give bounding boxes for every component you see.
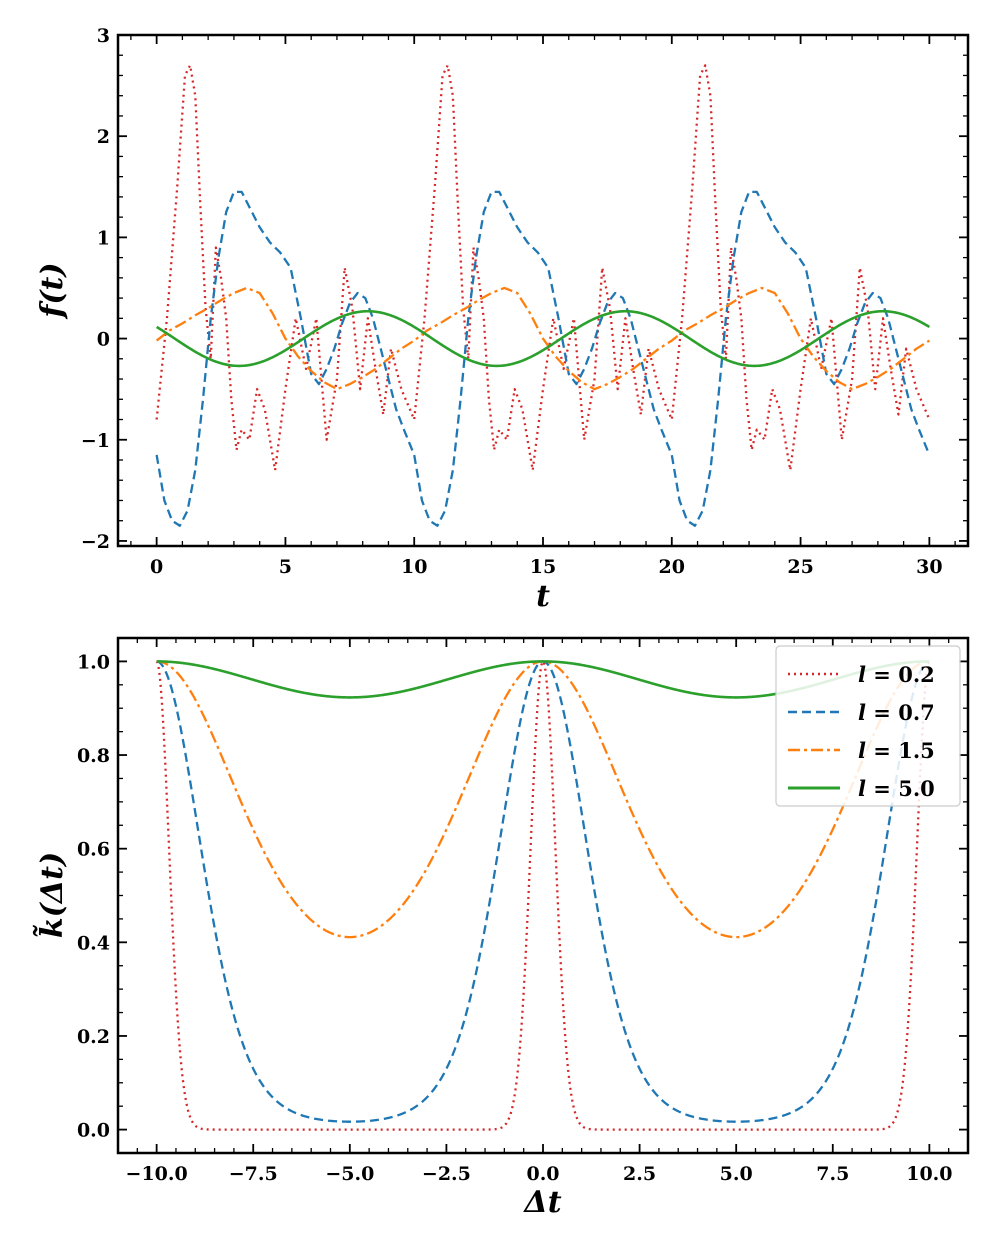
bottom-plot-frame	[116, 636, 970, 1155]
legend-var: l	[858, 776, 866, 801]
x-tick-label: 25	[787, 556, 813, 578]
top-plot-frame	[116, 33, 970, 548]
legend-value: 1.5	[898, 738, 935, 763]
top-series-line-3	[155, 309, 931, 368]
legend-var: l	[858, 700, 866, 725]
bottom-series-line-0	[155, 660, 931, 1131]
x-tick-label: 10.0	[906, 1163, 952, 1185]
y-tick-label: 0.0	[77, 1120, 110, 1142]
y-tick-label: 0.2	[77, 1026, 110, 1048]
bottom-panel: −10.0 −7.5 −5.0 −2.5 0.0 2.5 5.0 7.5 10.0 0.0 0.2…	[33, 636, 970, 1220]
legend-var: l	[858, 662, 866, 687]
x-tick-label: 10	[401, 556, 427, 578]
x-tick-label: −10.0	[126, 1163, 188, 1185]
y-tick-label: 1	[97, 227, 110, 249]
y-tick-label: 1.0	[77, 651, 110, 673]
x-tick-label: −7.5	[229, 1163, 278, 1185]
bottom-xtick-labels: −10.0 −7.5 −5.0 −2.5 0.0 2.5 5.0 7.5 10.0	[126, 1163, 953, 1185]
legend-value: 0.2	[898, 662, 935, 687]
x-tick-label: 0.0	[526, 1163, 559, 1185]
legend-var: l	[858, 738, 866, 763]
x-tick-label: 2.5	[623, 1163, 656, 1185]
legend: l = 0.2 l = 0.7 l = 1.5 l = 5.0	[775, 645, 961, 807]
x-tick-label: 5.0	[720, 1163, 753, 1185]
bottom-major-ticks	[118, 638, 968, 1153]
top-major-ticks	[118, 34, 968, 546]
top-y-axis-label: f(t)	[35, 262, 70, 319]
y-tick-label: 0	[97, 329, 110, 351]
legend-value: 0.7	[898, 700, 935, 725]
bottom-y-axis-label: k̃(Δt)	[33, 852, 70, 938]
top-panel: 0 5 10 15 20 25 30 −2 −1 0 1 2 3 t f(t)	[35, 25, 970, 614]
x-tick-label: 7.5	[816, 1163, 849, 1185]
top-series-line-0	[155, 64, 931, 472]
x-tick-label: 20	[659, 556, 685, 578]
legend-label-1: l = 0.7	[858, 700, 935, 725]
top-ytick-labels: −2 −1 0 1 2 3	[81, 25, 110, 553]
x-tick-label: 0	[150, 556, 163, 578]
x-tick-label: 5	[279, 556, 292, 578]
bottom-ytick-labels: 0.0 0.2 0.4 0.6 0.8 1.0	[77, 651, 110, 1141]
x-tick-label: 15	[530, 556, 556, 578]
legend-frame	[775, 645, 961, 807]
top-xtick-labels: 0 5 10 15 20 25 30	[150, 556, 943, 578]
y-tick-label: 3	[97, 25, 110, 47]
legend-label-0: l = 0.2	[858, 662, 935, 687]
x-tick-label: −2.5	[422, 1163, 471, 1185]
x-tick-label: 30	[916, 556, 942, 578]
y-tick-label: 0.6	[77, 839, 110, 861]
top-series-line-2	[155, 286, 930, 391]
bottom-x-axis-label: Δt	[522, 1185, 561, 1220]
y-tick-label: 2	[97, 126, 110, 148]
top-minor-ticks	[118, 35, 968, 546]
y-tick-label: −2	[81, 531, 110, 553]
x-tick-label: −5.0	[325, 1163, 374, 1185]
y-tick-label: −1	[81, 430, 110, 452]
y-tick-label: 0.8	[77, 745, 110, 767]
legend-label-2: l = 1.5	[858, 738, 935, 763]
top-series-line-1	[155, 190, 931, 527]
top-x-axis-label: t	[536, 579, 550, 614]
legend-value: 5.0	[898, 776, 935, 801]
y-tick-label: 0.4	[77, 932, 110, 954]
top-series	[155, 64, 931, 527]
legend-label-3: l = 5.0	[858, 776, 935, 801]
